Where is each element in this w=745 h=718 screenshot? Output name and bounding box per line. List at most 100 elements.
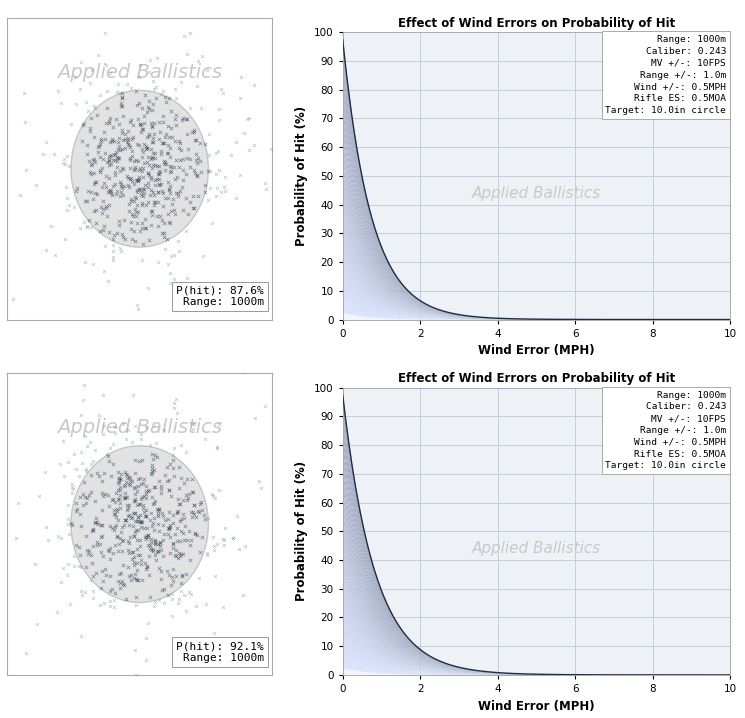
Point xyxy=(112,493,124,504)
Point xyxy=(159,424,171,436)
Point xyxy=(104,112,115,123)
Point xyxy=(189,167,201,179)
Point xyxy=(157,110,169,121)
Point xyxy=(154,538,166,549)
Point xyxy=(128,556,140,568)
Point xyxy=(186,511,197,523)
Point xyxy=(199,138,211,149)
Point xyxy=(157,201,169,213)
Point xyxy=(141,143,153,154)
Point xyxy=(137,502,149,513)
Point xyxy=(147,159,159,171)
Point xyxy=(213,418,225,429)
Point xyxy=(163,183,175,195)
Point xyxy=(180,152,192,164)
Point xyxy=(31,618,42,630)
Point xyxy=(164,458,176,470)
Point xyxy=(82,106,94,117)
Point xyxy=(162,185,174,196)
Point xyxy=(118,519,130,531)
Point xyxy=(187,202,199,213)
Point xyxy=(155,573,167,584)
Point xyxy=(107,121,119,133)
Point xyxy=(106,134,118,145)
Point xyxy=(122,180,134,191)
Point xyxy=(30,180,42,191)
Point xyxy=(103,156,115,167)
Point xyxy=(241,113,253,125)
Point xyxy=(100,117,112,129)
Point xyxy=(98,27,110,38)
Point xyxy=(140,485,152,497)
Point xyxy=(255,482,267,493)
Point xyxy=(112,215,124,227)
Point xyxy=(157,137,169,149)
Point xyxy=(174,439,186,451)
Point xyxy=(188,190,200,201)
Point xyxy=(164,180,176,192)
Point xyxy=(88,205,100,216)
Point xyxy=(130,524,142,536)
Point xyxy=(115,526,127,538)
Point xyxy=(103,151,115,163)
Point xyxy=(142,530,153,541)
Point xyxy=(129,203,141,215)
Point xyxy=(131,185,143,196)
Point xyxy=(131,534,143,546)
Point xyxy=(145,591,156,602)
Point xyxy=(136,491,148,503)
Point xyxy=(104,226,115,238)
Point xyxy=(149,534,161,546)
Point xyxy=(71,503,83,515)
Point xyxy=(135,554,147,566)
Point xyxy=(61,192,73,204)
Point xyxy=(133,113,145,125)
Point xyxy=(104,595,116,607)
Point xyxy=(139,223,150,234)
Point xyxy=(186,0,197,2)
Point xyxy=(167,537,179,549)
Point xyxy=(194,496,206,508)
Point xyxy=(131,500,143,511)
Point xyxy=(147,136,159,148)
Point xyxy=(112,136,124,148)
Point xyxy=(114,485,126,496)
Text: Applied Ballistics: Applied Ballistics xyxy=(57,62,222,82)
Point xyxy=(172,190,184,202)
Point xyxy=(177,204,188,215)
Point xyxy=(235,71,247,83)
Point xyxy=(66,519,78,531)
Point xyxy=(89,218,101,229)
Point xyxy=(126,546,138,558)
Point xyxy=(116,92,128,103)
Point xyxy=(162,176,174,187)
Point xyxy=(140,530,152,541)
Point xyxy=(132,511,144,523)
Point xyxy=(113,220,125,231)
Point xyxy=(61,204,73,215)
Point xyxy=(167,194,179,205)
Point xyxy=(128,195,140,207)
Point xyxy=(114,165,126,177)
Point xyxy=(148,481,159,493)
Point xyxy=(99,147,111,159)
Point xyxy=(166,593,178,605)
Point xyxy=(108,601,120,612)
Point xyxy=(153,161,165,172)
Point xyxy=(134,225,146,237)
Point xyxy=(110,149,121,160)
Point xyxy=(149,152,161,164)
Point xyxy=(130,174,142,186)
Point xyxy=(96,565,108,577)
Point xyxy=(112,151,124,163)
Point xyxy=(39,714,51,718)
Point xyxy=(62,500,74,511)
Point xyxy=(143,95,155,107)
Point xyxy=(121,504,133,516)
Point xyxy=(103,545,115,556)
Point xyxy=(146,105,158,116)
Point xyxy=(158,230,170,242)
Point xyxy=(123,547,135,559)
Point xyxy=(115,124,127,136)
Point xyxy=(177,174,188,185)
